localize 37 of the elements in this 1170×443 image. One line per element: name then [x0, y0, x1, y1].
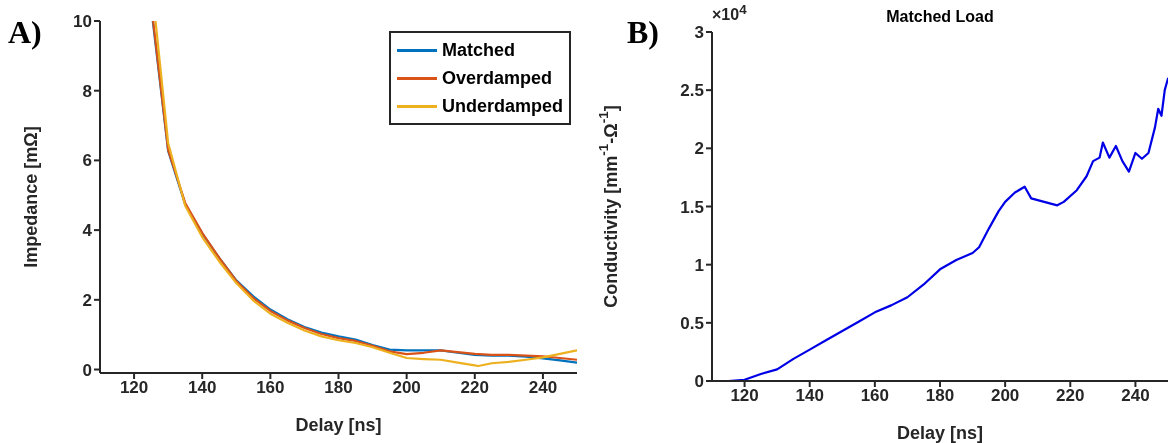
x-axis-title: Delay [ns] — [896, 423, 984, 443]
y-tick-label: 2 — [694, 139, 704, 159]
legend-label: Matched — [441, 39, 515, 61]
y-tick-label: 10 — [73, 12, 92, 32]
x-tick-label: 220 — [1056, 386, 1085, 406]
x-tick-label: 240 — [528, 378, 558, 398]
y-tick-label: 8 — [82, 81, 92, 101]
y-tick-label: 4 — [82, 221, 93, 241]
y-tick-label: 0 — [82, 360, 92, 380]
y-tick-label: 1 — [694, 255, 704, 275]
text: B) — [627, 14, 659, 51]
x-tick-label: 120 — [730, 386, 759, 406]
x-tick-label: 180 — [324, 378, 353, 398]
text: A) — [8, 14, 42, 51]
y-tick-label: 0 — [694, 372, 704, 392]
y-tick-label: 6 — [82, 151, 92, 171]
x-tick-label: 180 — [925, 386, 955, 406]
x-tick-label: 220 — [460, 378, 489, 398]
y-tick-label: 1.5 — [680, 197, 704, 217]
y-tick-label: 0.5 — [680, 313, 704, 333]
y-tick-label: 2.5 — [680, 81, 704, 101]
x-tick-label: 140 — [188, 378, 217, 398]
x-tick-label: 120 — [119, 378, 149, 398]
legend-label: Overdamped — [441, 67, 553, 89]
y-tick-label: 3 — [694, 23, 704, 43]
x-tick-label: 200 — [990, 386, 1020, 406]
legend-label: Underdamped — [441, 95, 563, 117]
y-tick-label: 2 — [82, 290, 92, 310]
y-axis-title: Impedance [mΩ] — [20, 126, 41, 268]
x-tick-label: 140 — [795, 386, 824, 406]
x-tick-label: 200 — [392, 378, 421, 398]
x-axis-title: Delay [ns] — [295, 415, 382, 435]
chart-title: Matched Load — [886, 8, 994, 25]
x-tick-label: 160 — [256, 378, 285, 398]
x-tick-label: 160 — [860, 386, 890, 406]
x-tick-label: 240 — [1121, 386, 1150, 406]
text: ×10$^{4}$ — [712, 2, 747, 25]
